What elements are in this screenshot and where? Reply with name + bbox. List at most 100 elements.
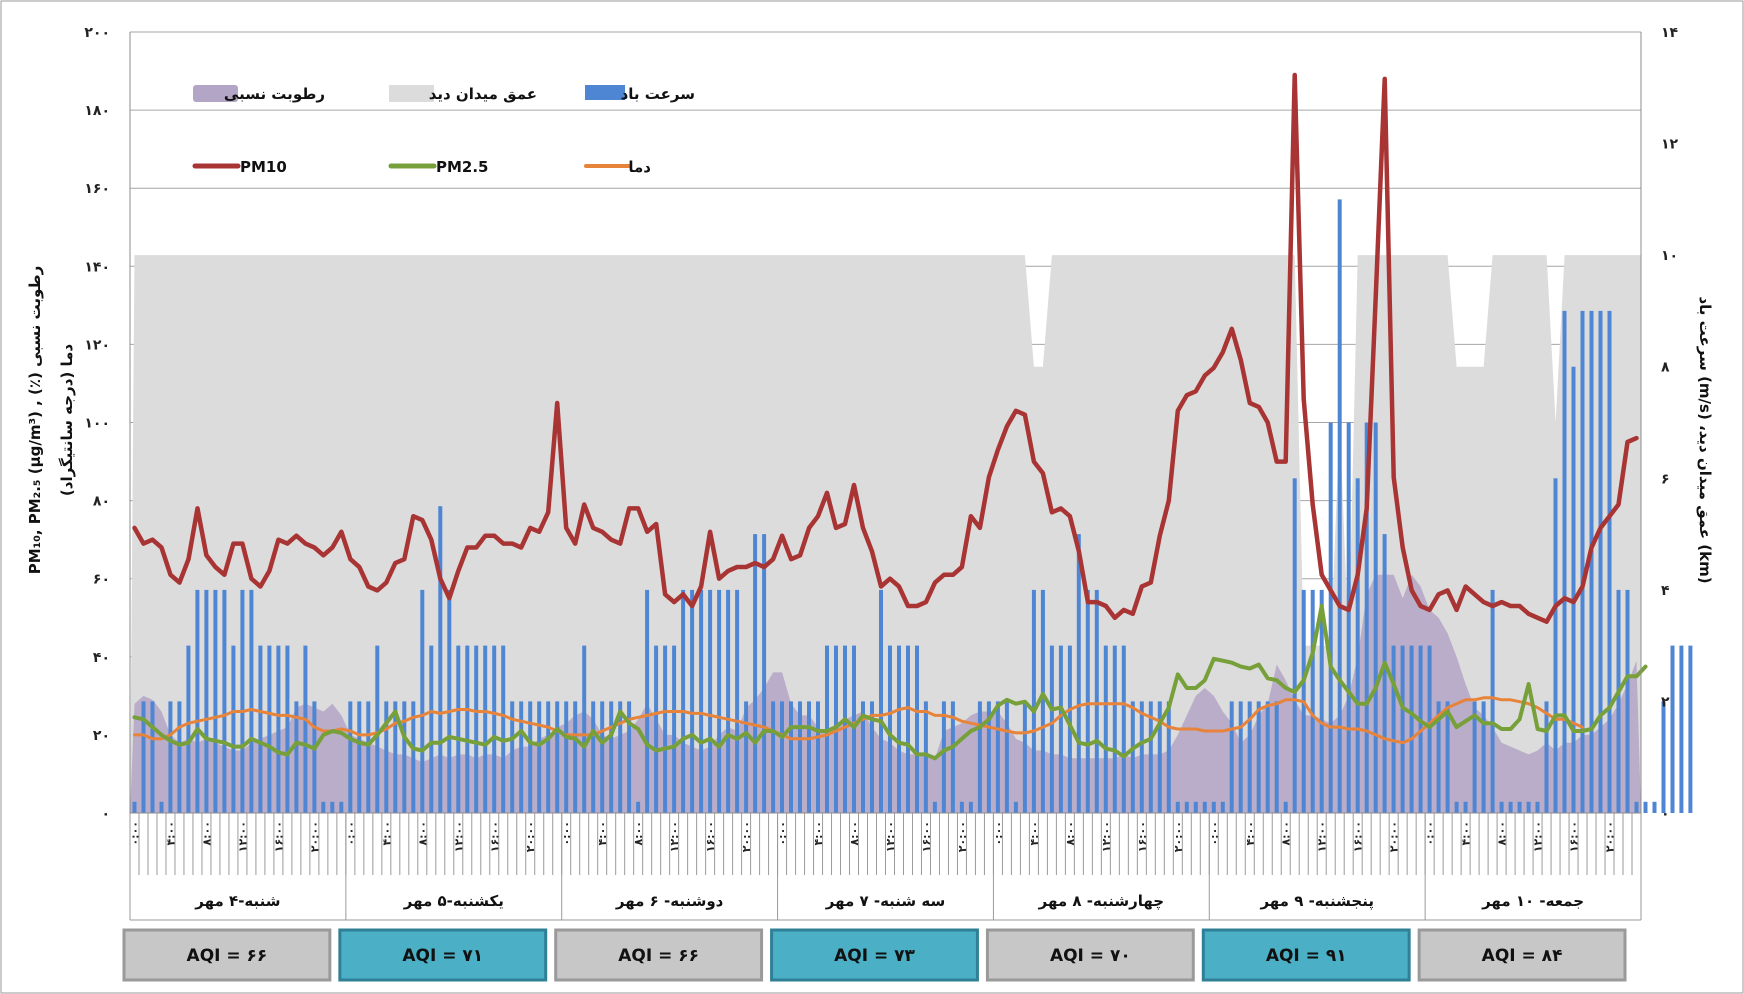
wind-bar bbox=[923, 701, 928, 813]
wind-bar bbox=[1454, 801, 1459, 813]
right-tick-label: ۴ bbox=[1661, 583, 1670, 599]
aqi-box: AQI = ۶۶ bbox=[122, 928, 332, 982]
wind-bar bbox=[150, 701, 155, 813]
hour-label: ۲۰:۰۰ bbox=[308, 821, 321, 852]
wind-bar bbox=[384, 701, 389, 813]
wind-bar bbox=[1256, 701, 1261, 813]
wind-bar bbox=[1283, 801, 1288, 813]
wind-bar bbox=[645, 589, 650, 813]
wind-bar bbox=[420, 589, 425, 813]
wind-speed-bar-series bbox=[132, 199, 1693, 813]
wind-bar bbox=[528, 701, 533, 813]
wind-bar bbox=[1175, 801, 1180, 813]
wind-bar bbox=[1085, 589, 1090, 813]
legend-humidity-swatch bbox=[193, 85, 238, 102]
wind-bar bbox=[1319, 589, 1324, 813]
hour-label: ۲۰:۰۰ bbox=[524, 821, 537, 852]
wind-bar bbox=[789, 701, 793, 813]
wind-bar bbox=[249, 589, 254, 813]
hour-label: ۱۶:۰۰ bbox=[1352, 821, 1365, 852]
wind-bar bbox=[1643, 801, 1648, 813]
hour-label: ۱۶:۰۰ bbox=[272, 821, 285, 852]
wind-bar bbox=[1445, 701, 1450, 813]
wind-bar bbox=[1337, 199, 1342, 813]
left-tick-label: ۰ bbox=[101, 806, 110, 822]
wind-bar bbox=[222, 589, 227, 813]
wind-bar bbox=[1220, 801, 1225, 813]
hour-label: ۰:۰۰ bbox=[776, 821, 789, 846]
wind-bar bbox=[1202, 801, 1207, 813]
hour-label: ۸:۰۰ bbox=[632, 821, 645, 846]
wind-bar bbox=[285, 645, 290, 813]
wind-bar bbox=[1598, 310, 1603, 813]
wind-bar bbox=[348, 701, 353, 813]
pm10-line bbox=[132, 72, 1639, 624]
wind-bar bbox=[654, 645, 659, 813]
wind-bar bbox=[1121, 645, 1126, 813]
wind-bar bbox=[564, 701, 569, 813]
wind-bar bbox=[591, 701, 596, 813]
wind-bar bbox=[429, 645, 434, 813]
wind-bar bbox=[681, 589, 686, 813]
wind-bar bbox=[609, 701, 614, 813]
hour-label: ۰:۰۰ bbox=[560, 821, 573, 846]
humidity-area-series bbox=[130, 574, 1641, 813]
hour-label: ۸:۰۰ bbox=[1064, 821, 1077, 846]
wind-bar bbox=[1346, 422, 1351, 813]
aqi-box: AQI = ۷۳ bbox=[770, 928, 979, 982]
hour-label: ۱۶:۰۰ bbox=[920, 821, 933, 852]
wind-bar bbox=[1058, 645, 1063, 813]
left-axis-title-line1: PM₁₀, PM₂.₅ (µg/m³) , (٪) رطوبت نسبی bbox=[26, 266, 44, 574]
day-label: جمعه- ۱۰ مهر bbox=[1481, 892, 1584, 910]
wind-bar bbox=[1373, 422, 1378, 813]
wind-bar bbox=[411, 701, 416, 813]
wind-bar bbox=[483, 645, 488, 813]
wind-bar bbox=[708, 589, 713, 813]
right-tick-label: ۱۴ bbox=[1661, 25, 1679, 41]
wind-bar bbox=[1634, 801, 1639, 813]
wind-bar bbox=[456, 645, 461, 813]
wind-bar bbox=[1571, 366, 1576, 813]
hour-label: ۱۶:۰۰ bbox=[704, 821, 717, 852]
wind-bar bbox=[1580, 310, 1585, 813]
hour-label: ۱۶:۰۰ bbox=[488, 821, 501, 852]
wind-bar bbox=[1040, 589, 1045, 813]
wind-bar bbox=[339, 801, 344, 813]
wind-bar bbox=[1094, 589, 1099, 813]
line-series bbox=[132, 72, 1648, 761]
wind-bar bbox=[1013, 801, 1018, 813]
wind-bar bbox=[303, 645, 308, 813]
wind-bar bbox=[546, 701, 551, 813]
hour-label: ۸:۰۰ bbox=[848, 821, 861, 846]
wind-bar bbox=[1355, 478, 1360, 813]
wind-bar bbox=[294, 701, 299, 813]
wind-bar bbox=[816, 701, 820, 813]
wind-bar bbox=[1139, 701, 1144, 813]
wind-bar bbox=[941, 701, 946, 813]
hour-axis-labels: ۰:۰۰ ۴:۰۰ ۸:۰۰ ۱۲:۰۰ ۱۶:۰۰ ۲۰:۰۰ ۰:۰۰ ۴:۰۰ ۸:۰۰ ۱… bbox=[129, 813, 1633, 875]
wind-bar bbox=[798, 701, 802, 813]
hour-label: ۴:۰۰ bbox=[1028, 821, 1041, 846]
aqi-box-bg bbox=[1201, 928, 1411, 982]
wind-bar bbox=[1670, 645, 1675, 813]
wind-bar bbox=[744, 701, 749, 813]
wind-bar bbox=[977, 701, 982, 813]
aqi-boxes: AQI = ۶۶ AQI = ۷۱ AQI = ۶۶ AQI = ۷۳ AQI = ۷۰… bbox=[122, 928, 1627, 982]
wind-bar bbox=[870, 701, 874, 813]
wind-bar bbox=[1022, 701, 1027, 813]
aqi-value: AQI = ۷۳ bbox=[834, 946, 915, 966]
wind-bar bbox=[366, 701, 371, 813]
wind-bar bbox=[1589, 310, 1594, 813]
hour-label: ۸:۰۰ bbox=[1280, 821, 1293, 846]
wind-bar bbox=[699, 589, 704, 813]
wind-bar bbox=[1310, 589, 1315, 813]
left-tick-label: ۴۰ bbox=[93, 650, 110, 666]
wind-bar bbox=[465, 645, 470, 813]
wind-bar bbox=[240, 589, 245, 813]
wind-bar bbox=[1436, 701, 1441, 813]
wind-bar bbox=[735, 589, 740, 813]
wind-bar bbox=[600, 701, 605, 813]
wind-bar bbox=[1382, 534, 1387, 813]
legend-pm10-label: PM10 bbox=[240, 158, 287, 176]
aqi-box: AQI = ۷۰ bbox=[985, 928, 1195, 982]
